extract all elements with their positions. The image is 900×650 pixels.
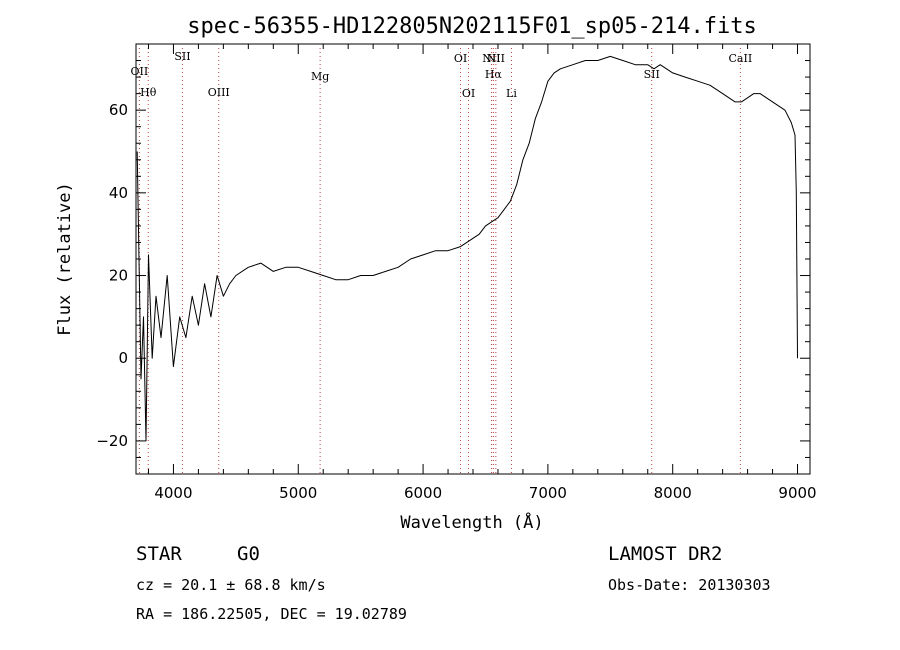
x-axis-label: Wavelength (Å) [400, 511, 543, 533]
line-marker-label: OII [131, 65, 149, 78]
line-marker-label: OIII [208, 86, 230, 99]
line-marker-label: Li [506, 87, 517, 100]
object-subclass: G0 [237, 543, 260, 565]
line-marker-label: Hθ [140, 86, 157, 99]
y-tick-label: 20 [109, 267, 128, 285]
line-marker-label: Hα [485, 68, 503, 81]
coordinates-text: RA = 186.22505, DEC = 19.02789 [136, 605, 407, 623]
x-tick-label: 7000 [529, 484, 567, 502]
redshift-text: cz = 20.1 ± 68.8 km/s [136, 576, 326, 594]
x-tick-label: 8000 [654, 484, 692, 502]
observation-date: Obs-Date: 20130303 [608, 576, 771, 594]
x-tick-label: 6000 [404, 484, 442, 502]
line-marker-label: CaII [729, 52, 753, 65]
plot-frame [135, 43, 811, 475]
y-tick-label: 40 [109, 184, 128, 202]
y-tick-label: −20 [96, 432, 128, 450]
spectrum-line [136, 55, 798, 442]
line-marker-label: OI [462, 87, 475, 100]
chart-title: spec-56355-HD122805N202115F01_sp05-214.f… [187, 14, 757, 39]
x-tick-label: 4000 [154, 484, 192, 502]
survey-label: LAMOST DR2 [608, 543, 722, 565]
line-marker-label: Mg [311, 70, 329, 83]
x-tick-label: 5000 [279, 484, 317, 502]
emission-line-markers: OII Hθ SII OIII Mg OI OI NII Hα NII Li SII CaII [131, 48, 753, 474]
y-tick-label: 0 [118, 349, 128, 367]
line-marker-label: SII [644, 68, 660, 81]
line-marker-label: SII [174, 50, 190, 63]
x-tick-label: 9000 [778, 484, 816, 502]
line-marker-label: OI [454, 52, 467, 65]
y-tick-label: 60 [109, 101, 128, 119]
axis-ticks: 4000 5000 6000 7000 8000 9000 −20 0 20 40 60 [96, 44, 817, 502]
object-class: STAR [136, 543, 182, 565]
y-axis-label: Flux (relative) [55, 182, 75, 336]
line-marker-label: NII [482, 52, 500, 65]
line-marker-label: NII [487, 52, 505, 65]
